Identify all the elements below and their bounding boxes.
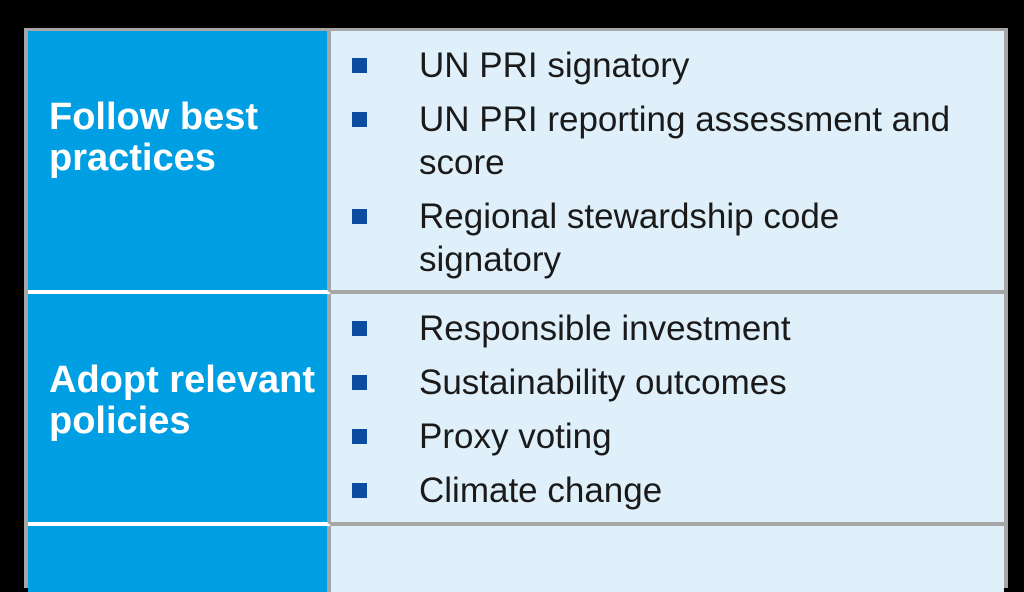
list-item-text: UN PRI reporting assessment and score — [419, 100, 951, 182]
bullet-square-icon — [352, 112, 367, 127]
list-item-text: Sustainability outcomes — [419, 363, 787, 402]
esg-practices-table: Follow best practices UN PRI signatory U… — [24, 28, 1008, 592]
bullet-square-icon — [352, 58, 367, 73]
list-item-text: Proxy voting — [419, 417, 612, 456]
list-item-text: Responsible investment — [419, 309, 791, 348]
bullet-square-icon — [352, 375, 367, 390]
list-item: Climate change — [331, 469, 994, 512]
list-item: Sustainability outcomes — [331, 361, 994, 404]
row-body-follow-best-practices: UN PRI signatory UN PRI reporting assess… — [331, 31, 1004, 294]
list-item: UN PRI reporting assessment and score — [331, 98, 994, 184]
row-header-label: Follow best practices — [49, 96, 258, 179]
row-header-adopt-relevant-policies: Adopt relevant policies — [28, 294, 331, 526]
bullet-list: Responsible investment Sustainability ou… — [331, 307, 994, 512]
list-item: UN PRI signatory — [331, 44, 994, 87]
bullet-square-icon — [352, 483, 367, 498]
bullet-square-icon — [352, 321, 367, 336]
list-item-text: UN PRI signatory — [419, 46, 690, 85]
bullet-square-icon — [352, 209, 367, 224]
list-item: Proxy voting — [331, 415, 994, 458]
bullet-list: UN PRI signatory UN PRI reporting assess… — [331, 44, 994, 281]
list-item: Regional stewardship code signatory — [331, 195, 994, 281]
row-header-follow-best-practices: Follow best practices — [28, 31, 331, 294]
row-header-label: Adopt relevant policies — [49, 359, 316, 442]
row-body-adopt-relevant-policies: Responsible investment Sustainability ou… — [331, 294, 1004, 526]
list-item-text: Climate change — [419, 471, 663, 510]
list-item: Responsible investment — [331, 307, 994, 350]
list-item-text: Regional stewardship code signatory — [419, 197, 840, 279]
bullet-square-icon — [352, 429, 367, 444]
